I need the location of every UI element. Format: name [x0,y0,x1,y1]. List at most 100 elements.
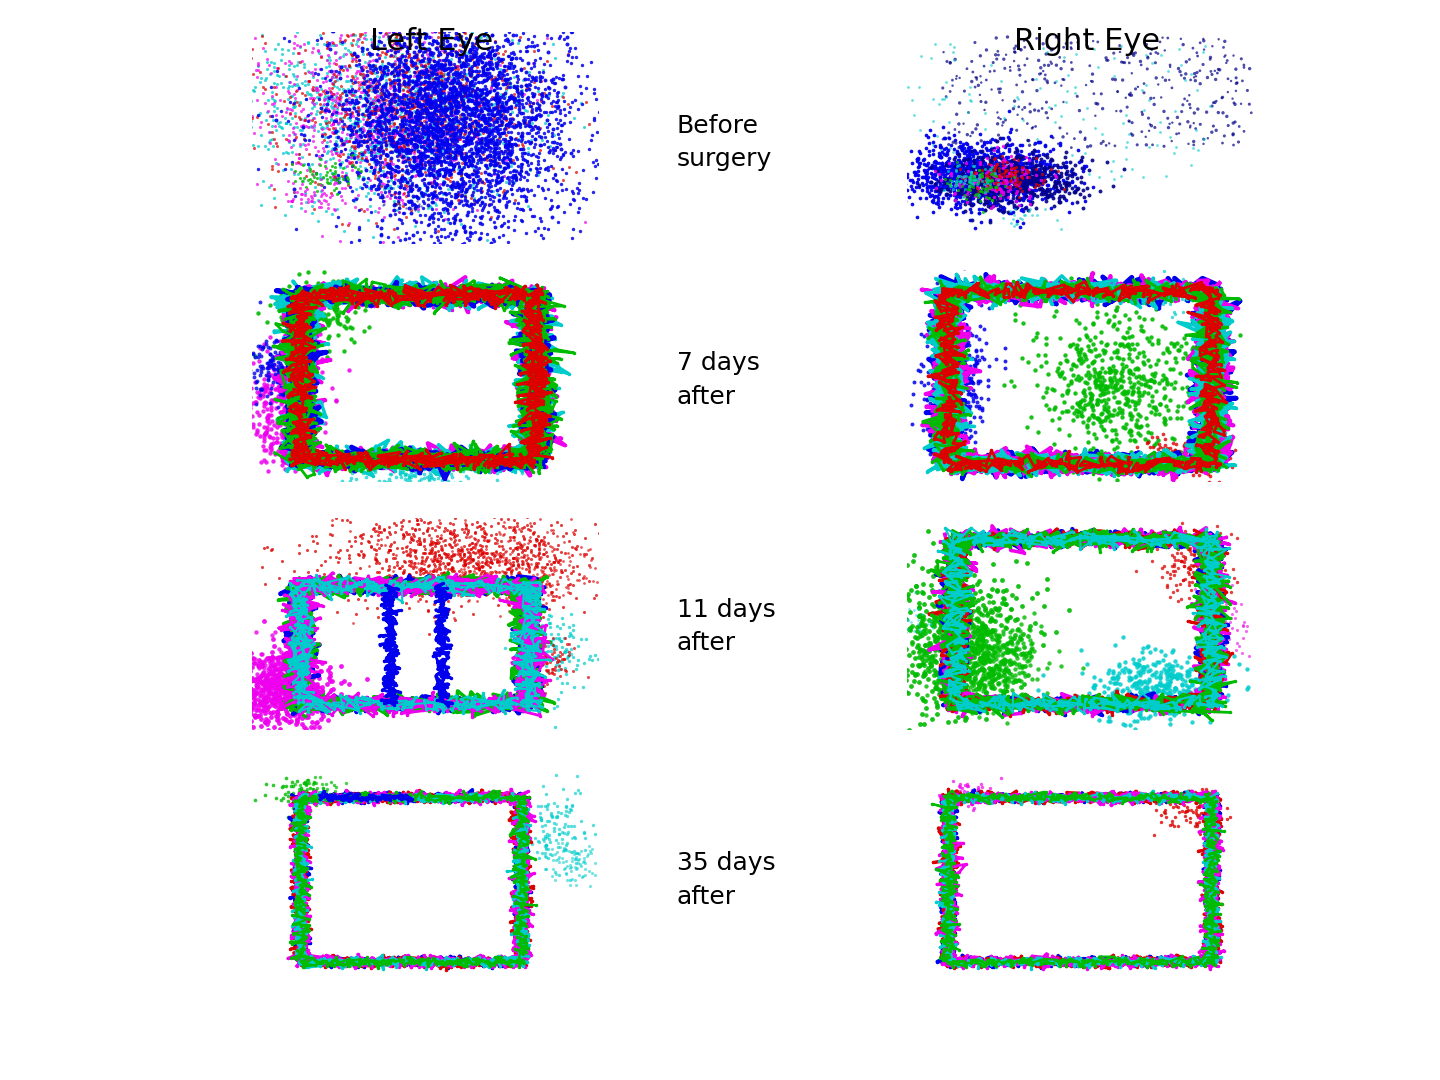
Point [969,165,992,183]
Point [305,79,328,96]
Point [1005,162,1028,179]
Point [956,670,979,687]
Point [432,65,455,82]
Point [415,107,438,124]
Point [975,41,998,58]
Point [536,800,559,818]
Point [482,148,505,165]
Point [946,397,969,415]
Point [1178,666,1201,684]
Point [1007,640,1030,658]
Point [432,467,455,484]
Point [390,126,413,144]
Point [1001,173,1024,190]
Point [570,868,593,886]
Point [1169,552,1192,569]
Point [416,186,439,203]
Point [1125,303,1148,321]
Point [903,106,926,123]
Point [510,156,533,173]
Point [268,671,291,688]
Point [396,49,419,66]
Point [1174,550,1197,567]
Point [389,468,412,485]
Point [962,181,985,199]
Point [399,180,422,198]
Point [314,297,337,314]
Point [297,373,320,390]
Point [383,106,406,123]
Point [488,103,511,120]
Point [271,386,294,403]
Point [549,647,572,664]
Point [1004,43,1027,60]
Point [451,80,474,97]
Point [212,122,235,139]
Point [374,66,397,83]
Point [338,330,361,348]
Point [949,644,972,661]
Point [1174,570,1197,588]
Point [336,106,359,123]
Point [490,532,513,550]
Point [537,643,560,660]
Point [262,689,285,706]
Point [410,62,433,79]
Point [291,172,314,189]
Point [340,147,363,164]
Point [412,123,435,140]
Point [324,549,347,566]
Point [305,94,328,111]
Point [949,643,972,660]
Point [488,173,511,190]
Point [949,664,972,681]
Point [540,516,563,534]
Point [943,51,966,68]
Point [958,346,981,363]
Point [361,164,384,181]
Point [209,674,232,691]
Point [426,123,449,140]
Point [438,524,461,541]
Point [387,184,410,201]
Point [917,629,940,646]
Point [1045,212,1068,229]
Point [276,661,300,678]
Point [979,174,1002,191]
Point [393,51,416,68]
Point [408,96,431,113]
Point [348,218,372,235]
Point [465,123,488,140]
Point [374,550,397,567]
Point [347,136,370,153]
Point [442,158,465,175]
Point [429,552,452,569]
Point [1054,158,1077,175]
Point [935,658,958,675]
Point [1139,45,1162,63]
Point [425,127,448,145]
Point [444,80,467,97]
Point [884,675,907,692]
Point [459,200,482,217]
Point [420,0,444,4]
Point [458,84,481,102]
Point [517,112,540,130]
Point [370,212,393,229]
Point [991,150,1014,167]
Point [441,161,464,178]
Point [285,68,308,85]
Point [442,137,465,154]
Point [343,141,366,159]
Point [1166,798,1189,815]
Point [1020,195,1043,213]
Point [259,652,282,670]
Point [491,124,514,141]
Point [968,160,991,177]
Point [992,160,1015,177]
Point [1022,605,1045,622]
Point [1028,160,1051,177]
Point [402,159,425,176]
Point [320,789,343,807]
Point [488,157,511,174]
